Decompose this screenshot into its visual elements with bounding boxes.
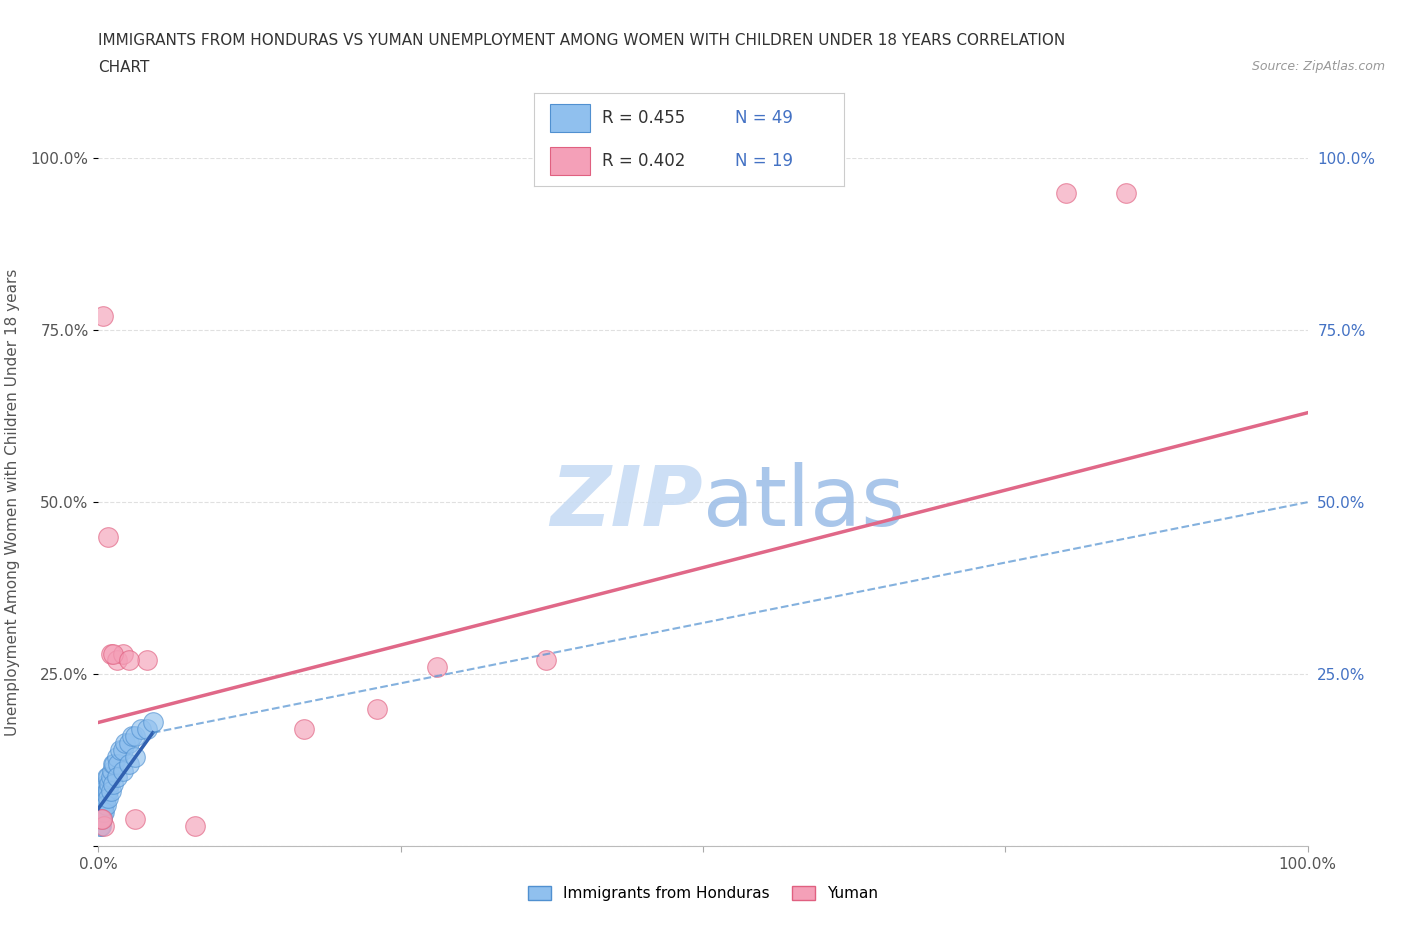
- Text: N = 19: N = 19: [735, 152, 793, 170]
- Point: [97, 784, 120, 799]
- Point: [1115, 185, 1137, 200]
- Text: ZIP: ZIP: [550, 461, 703, 543]
- Point: [93, 798, 115, 813]
- Point: [91, 804, 114, 819]
- Point: [100, 764, 122, 778]
- Point: [91, 798, 114, 813]
- Point: [90, 811, 112, 826]
- Point: [90, 811, 112, 826]
- Point: [1054, 185, 1077, 200]
- Point: [94, 790, 117, 805]
- Point: [93, 818, 115, 833]
- Point: [105, 770, 128, 785]
- Point: [91, 790, 114, 805]
- Point: [142, 715, 165, 730]
- Point: [97, 770, 120, 785]
- Point: [135, 653, 157, 668]
- Point: [101, 777, 124, 791]
- Text: R = 0.455: R = 0.455: [602, 109, 686, 127]
- Point: [101, 646, 124, 661]
- Point: [108, 742, 131, 757]
- Point: [103, 756, 125, 771]
- Bar: [550, 104, 591, 132]
- Point: [89, 818, 111, 833]
- Point: [114, 736, 136, 751]
- Y-axis label: Unemployment Among Women with Children Under 18 years: Unemployment Among Women with Children U…: [4, 269, 20, 736]
- Point: [91, 784, 114, 799]
- Point: [90, 798, 112, 813]
- Point: [366, 701, 388, 716]
- Point: [94, 777, 117, 791]
- Point: [107, 756, 129, 771]
- Point: [124, 729, 146, 744]
- Point: [100, 784, 122, 799]
- Point: [105, 750, 128, 764]
- Point: [91, 811, 114, 826]
- Point: [91, 804, 114, 819]
- Point: [118, 736, 141, 751]
- Point: [124, 811, 146, 826]
- Point: [111, 764, 134, 778]
- Point: [105, 653, 128, 668]
- Text: atlas: atlas: [703, 461, 904, 543]
- Point: [292, 722, 315, 737]
- Point: [100, 646, 122, 661]
- Point: [93, 784, 115, 799]
- Text: CHART: CHART: [98, 60, 150, 75]
- Point: [91, 798, 114, 813]
- Point: [184, 818, 207, 833]
- Point: [90, 804, 112, 819]
- Point: [101, 756, 124, 771]
- Point: [118, 756, 141, 771]
- Point: [90, 818, 112, 833]
- Point: [124, 750, 146, 764]
- Point: [96, 784, 118, 799]
- Point: [121, 729, 143, 744]
- Point: [129, 722, 152, 737]
- Point: [91, 790, 114, 805]
- Point: [97, 790, 120, 805]
- Point: [96, 770, 118, 785]
- Point: [426, 660, 449, 675]
- Point: [111, 646, 134, 661]
- Point: [91, 811, 114, 826]
- Point: [534, 653, 557, 668]
- Text: IMMIGRANTS FROM HONDURAS VS YUMAN UNEMPLOYMENT AMONG WOMEN WITH CHILDREN UNDER 1: IMMIGRANTS FROM HONDURAS VS YUMAN UNEMPL…: [98, 33, 1066, 47]
- Bar: [550, 147, 591, 175]
- Point: [118, 653, 141, 668]
- Point: [100, 770, 122, 785]
- Point: [93, 790, 115, 805]
- Point: [93, 804, 115, 819]
- Point: [89, 811, 111, 826]
- Point: [91, 309, 114, 324]
- Point: [94, 798, 117, 813]
- Point: [135, 722, 157, 737]
- Legend: Immigrants from Honduras, Yuman: Immigrants from Honduras, Yuman: [522, 880, 884, 908]
- Point: [89, 804, 111, 819]
- Point: [97, 529, 120, 544]
- Text: N = 49: N = 49: [735, 109, 793, 127]
- Point: [98, 777, 121, 791]
- Text: Source: ZipAtlas.com: Source: ZipAtlas.com: [1251, 60, 1385, 73]
- Point: [111, 742, 134, 757]
- Text: R = 0.402: R = 0.402: [602, 152, 686, 170]
